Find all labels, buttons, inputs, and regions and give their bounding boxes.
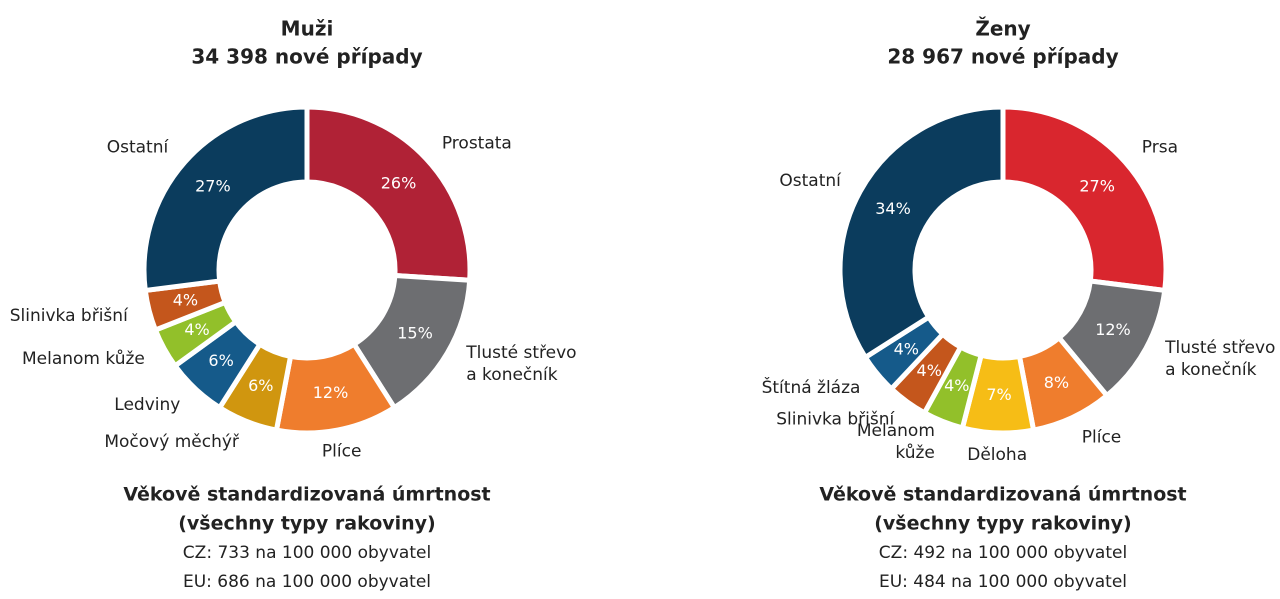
slice-value-label: 34% <box>875 199 911 218</box>
slice-value-label: 6% <box>248 376 273 395</box>
slice-value-label: 12% <box>1095 320 1131 339</box>
chart-title: Muži <box>281 17 334 41</box>
slice-category-label: Plíce <box>1082 427 1122 447</box>
slice-value-label: 4% <box>944 376 969 395</box>
slice-category-label: Prsa <box>1142 138 1178 158</box>
slice-value-label: 27% <box>1079 177 1115 196</box>
slice-value-label: 12% <box>313 383 349 402</box>
slice-category-label: Ostatní <box>107 138 170 158</box>
slice-category-label: Ostatní <box>779 171 842 191</box>
slice-value-label: 4% <box>917 361 942 380</box>
slice-category-label: Plíce <box>322 442 362 462</box>
slice-category-label: Slinivka břišní <box>776 410 895 430</box>
slice-category-label: Děloha <box>967 445 1027 465</box>
donut-slice <box>141 104 310 294</box>
slice-category-label: Štítná žláza <box>762 376 861 398</box>
slice-category-label: Prostata <box>442 133 512 153</box>
footnote: CZ: 733 na 100 000 obyvatel <box>183 543 431 563</box>
slice-category-label: Slinivka břišní <box>10 306 129 326</box>
slice-category-label: Tlusté střevo a konečník <box>465 343 576 385</box>
slice-value-label: 8% <box>1044 373 1069 392</box>
donut-slice <box>304 104 473 283</box>
footnote: (všechny typy rakoviny) <box>178 513 436 535</box>
footnote: EU: 686 na 100 000 obyvatel <box>183 572 431 592</box>
footnote: CZ: 492 na 100 000 obyvatel <box>879 543 1127 563</box>
slice-value-label: 4% <box>173 291 198 310</box>
slice-category-label: Melanom kůže <box>857 421 935 463</box>
slice-category-label: Melanom kůže <box>22 349 145 369</box>
slice-value-label: 7% <box>986 385 1011 404</box>
footnote: Věkově standardizovaná úmrtnost <box>819 484 1186 506</box>
donut-slice <box>1000 104 1169 294</box>
slice-category-label: Tlusté střevo a konečník <box>1164 338 1275 380</box>
footnote: Věkově standardizovaná úmrtnost <box>123 484 490 506</box>
footnote: (všechny typy rakoviny) <box>874 513 1132 535</box>
slice-category-label: Močový měchýř <box>104 432 240 452</box>
slice-value-label: 4% <box>184 320 209 339</box>
slice-value-label: 27% <box>195 177 231 196</box>
slice-category-label: Ledviny <box>114 395 180 415</box>
donut-slice <box>837 104 1006 361</box>
slice-value-label: 4% <box>894 339 919 358</box>
slice-value-label: 26% <box>381 174 417 193</box>
slice-value-label: 6% <box>208 351 233 370</box>
chart-subtitle: 34 398 nové případy <box>191 45 422 69</box>
chart-title: Ženy <box>975 17 1030 41</box>
slice-value-label: 15% <box>397 323 433 342</box>
chart-subtitle: 28 967 nové případy <box>887 45 1118 69</box>
footnote: EU: 484 na 100 000 obyvatel <box>879 572 1127 592</box>
